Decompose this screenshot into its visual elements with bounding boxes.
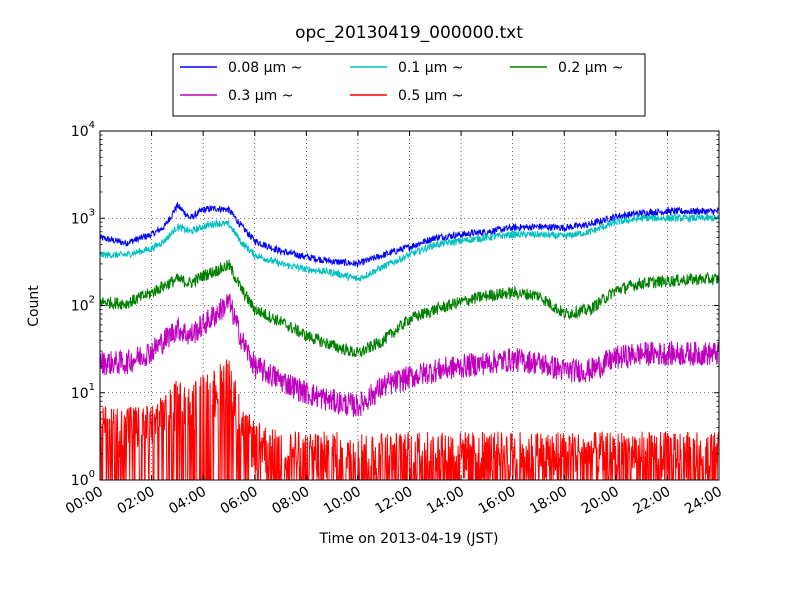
legend-label: 0.5 μm ~	[398, 88, 463, 104]
y-tick-label: 103	[71, 207, 95, 227]
series-line	[100, 259, 719, 358]
series-line	[100, 293, 719, 417]
legend-label: 0.1 μm ~	[398, 60, 463, 76]
series-line	[100, 212, 719, 282]
plot-area	[99, 130, 720, 481]
y-tick-label: 100	[71, 469, 95, 489]
x-axis-label: Time on 2013-04-19 (JST)	[319, 531, 499, 547]
legend-frame	[172, 53, 646, 117]
legend: 0.08 μm ~ 0.1 μm ~ 0.2 μm ~ 0.3 μm ~ 0.5 μm …	[172, 53, 646, 117]
y-tick-label: 104	[71, 120, 95, 140]
ticks	[99, 130, 720, 481]
y-tick-labels: 100 101 102 103 104	[71, 120, 95, 489]
legend-label: 0.3 μm ~	[228, 88, 293, 104]
legend-label: 0.08 μm ~	[228, 60, 302, 76]
series-layer	[100, 202, 719, 480]
legend-label: 0.2 μm ~	[558, 60, 623, 76]
series-line	[100, 359, 719, 480]
y-tick-label: 102	[71, 295, 95, 315]
series-line	[100, 202, 719, 268]
y-tick-label: 101	[71, 382, 95, 402]
y-axis-label: Count	[26, 285, 42, 327]
chart-title: opc_20130419_000000.txt	[295, 23, 523, 43]
